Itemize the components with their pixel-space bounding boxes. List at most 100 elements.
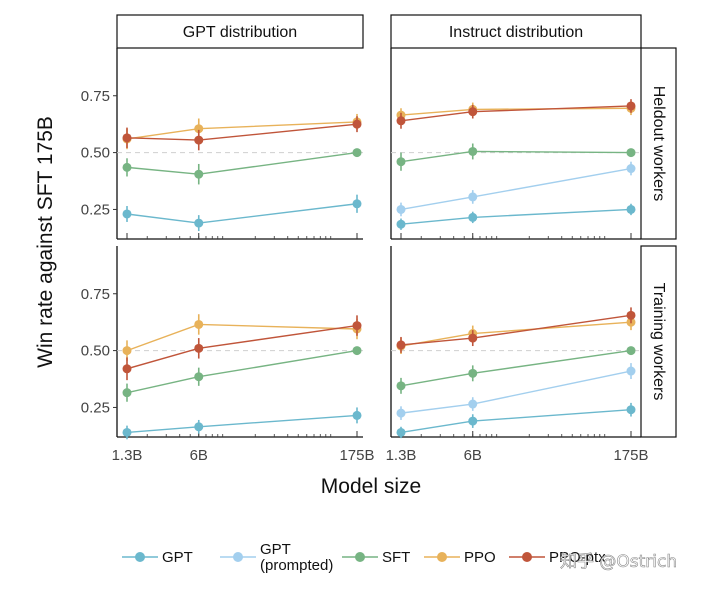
series-line [400,107,632,116]
y-tick-label: 0.25 [81,399,110,416]
data-point [468,368,478,378]
data-point [396,116,406,126]
data-point [396,219,406,229]
panel-r0-c0: 0.25 0.50 0.75 [81,48,363,240]
series-line [400,208,632,225]
series-gpt-prompted- [396,363,636,420]
data-point [352,148,362,158]
data-point [468,399,478,409]
series-line [126,414,358,434]
data-point [194,319,204,329]
facet-row-strip-box [640,245,677,438]
data-point [626,164,636,174]
data-point [468,192,478,202]
data-point [626,310,636,320]
data-point [626,101,636,111]
x-tick-label: 6B [190,447,208,464]
panel-r1-c1: 1.3B 6B 175B [386,246,649,464]
series-line [400,167,632,211]
data-point [352,119,362,129]
y-tick-label: 0.75 [81,286,110,303]
data-point [194,124,204,134]
y-tick-label: 0.50 [81,145,110,162]
data-point [194,422,204,432]
data-point [122,133,132,143]
y-tick-label: 0.25 [81,201,110,218]
data-point [396,157,406,167]
data-point [122,388,132,398]
data-point [194,372,204,382]
x-tick-label: 175B [613,447,648,464]
series-line [400,409,632,434]
legend: GPT GPT (prompted) SFT PPO PPO-ptx [122,541,606,574]
facet-strip-1: Instruct distribution [390,14,642,49]
data-point [352,321,362,331]
facet-strip-box [116,14,364,49]
legend-marker [437,552,447,562]
series-line [400,321,632,347]
legend-label-line: GPT [260,541,291,558]
facet-row-strip-0: Heldout workers [640,47,677,240]
panel-r0-c1 [390,48,641,240]
series-gpt [122,194,362,232]
data-point [626,148,636,158]
legend-item-gpt: GPT [122,549,193,566]
data-point [468,333,478,343]
y-tick-label: 0.50 [81,343,110,360]
x-tick-label: 6B [464,447,482,464]
legend-label-line: (prompted) [260,557,333,574]
series-sft [122,346,362,402]
series-gpt [396,402,636,439]
data-point [194,218,204,228]
series-gpt-prompted- [396,161,636,217]
series-gpt [396,203,636,230]
series-sft [396,346,636,394]
data-point [626,204,636,214]
facet-strip-0: GPT distribution [116,14,364,49]
series-gpt [122,407,362,440]
watermark-text: 知乎 @Ostrich [560,552,677,572]
data-point [626,405,636,415]
data-point [194,135,204,145]
legend-marker [135,552,145,562]
data-point [122,162,132,172]
series-line [400,349,632,387]
series-sft [396,143,636,171]
series-line [126,203,358,224]
x-axis-title: Model size [321,475,421,498]
data-point [352,199,362,209]
panel-r1-c0: 0.25 0.50 0.75 1.3B 6B 175B [81,246,375,464]
series-ppo-ptx [122,315,362,381]
series-ppo-ptx [396,307,636,353]
data-point [352,346,362,356]
data-point [626,366,636,376]
data-point [468,212,478,222]
series-line [126,151,358,175]
data-point [396,340,406,350]
facet-strip-box [390,14,642,49]
facet-row-label: Training workers [650,283,667,401]
legend-item-gpt-prompted-: GPT (prompted) [220,541,333,574]
data-point [122,209,132,219]
series-ppo-ptx [396,99,636,129]
legend-marker [233,552,243,562]
data-point [396,381,406,391]
data-point [194,343,204,353]
series-line [400,370,632,414]
data-point [194,169,204,179]
x-tick-label: 175B [339,447,374,464]
y-tick-label: 0.75 [81,88,110,105]
data-point [352,410,362,420]
legend-label: GPT (prompted) [260,541,333,574]
data-point [396,427,406,437]
legend-label: PPO-ptx [549,549,606,566]
legend-item-sft: SFT [342,549,410,566]
y-axis-title: Win rate against SFT 175B [34,116,57,368]
series-ppo [122,113,362,150]
series-ppo-ptx [122,116,362,151]
legend-item-ppo-ptx: PPO-ptx [509,549,606,566]
facet-row-strip-box [640,47,677,240]
series-line [126,323,358,352]
x-tick-label: 1.3B [386,447,417,464]
